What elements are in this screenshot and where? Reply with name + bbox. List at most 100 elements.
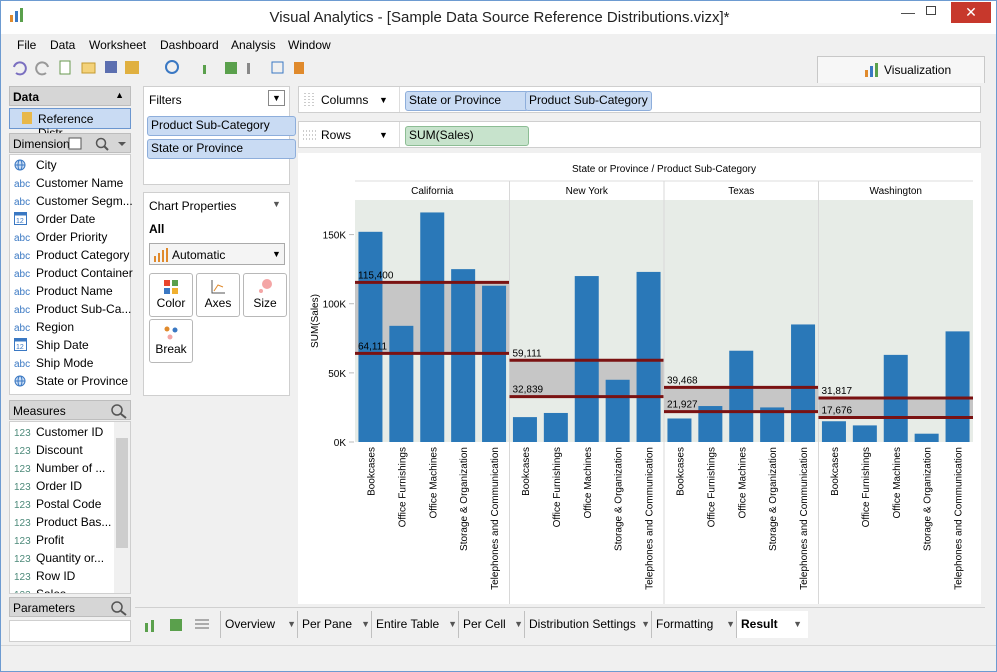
shelf-pill[interactable]: Product Sub-Category xyxy=(525,91,652,111)
property-button[interactable]: Color xyxy=(149,273,193,317)
redo-icon[interactable] xyxy=(35,61,49,76)
refresh-icon[interactable] xyxy=(165,60,179,74)
bar xyxy=(389,325,414,442)
close-button[interactable]: ✕ xyxy=(951,2,991,23)
sheet-tab[interactable]: Formatting ▼ xyxy=(651,611,741,638)
field-item[interactable]: 123 Order ID xyxy=(14,477,82,495)
visualization-tab[interactable]: Visualization xyxy=(817,56,985,83)
field-item[interactable]: abc Product Category xyxy=(14,246,129,264)
menu-item[interactable]: File xyxy=(17,38,37,52)
marks-card[interactable]: All xyxy=(149,222,165,236)
field-item[interactable]: 123 Discount xyxy=(14,441,83,459)
add-sheet-icon[interactable] xyxy=(203,65,206,74)
undo-icon[interactable] xyxy=(13,61,27,76)
field-item[interactable]: abc Product Sub-Ca... xyxy=(14,300,131,318)
duplicate-icon[interactable] xyxy=(225,62,237,74)
field-item[interactable]: abc Customer Name xyxy=(14,174,123,192)
field-name: Number of ... xyxy=(36,461,106,475)
search-icon[interactable] xyxy=(110,403,128,419)
menu-item[interactable]: Data xyxy=(50,38,76,52)
tab-label: Visualization xyxy=(884,63,952,77)
data-icon[interactable] xyxy=(125,61,139,74)
field-item[interactable]: 123 Customer ID xyxy=(14,423,103,441)
field-item[interactable]: 12 Ship Date xyxy=(14,336,89,354)
mark-type-dropdown[interactable]: Automatic ▼ xyxy=(149,243,285,265)
field-name: Product Bas... xyxy=(36,515,112,529)
x-tick-label: Storage & Organization xyxy=(923,447,934,551)
field-item[interactable]: abc Region xyxy=(14,318,74,336)
present-icon[interactable] xyxy=(294,62,304,74)
new-icon[interactable] xyxy=(59,60,71,75)
shelf-pill[interactable]: State or Province xyxy=(405,91,529,111)
chart: State or Province / Product Sub-Category… xyxy=(298,153,981,604)
title-bar: Visual Analytics - [Sample Data Source R… xyxy=(1,1,996,34)
open-icon[interactable] xyxy=(81,62,96,74)
field-item[interactable]: abc Order Priority xyxy=(14,228,107,246)
sheet-tab[interactable]: Entire Table ▼ xyxy=(371,611,463,638)
chart-title: State or Province / Product Sub-Category xyxy=(572,164,756,175)
sheet-tab[interactable]: Per Pane ▼ xyxy=(297,611,376,638)
filter-pill[interactable]: State or Province xyxy=(147,139,296,159)
minimize-button[interactable]: — xyxy=(901,4,915,20)
visualization-icon xyxy=(865,63,878,77)
menu-item[interactable]: Window xyxy=(288,38,331,52)
select-icon[interactable] xyxy=(271,61,284,74)
chart-icon[interactable] xyxy=(247,63,250,74)
data-source[interactable]: Reference Distr... xyxy=(9,108,131,140)
field-item[interactable]: 123 Row ID xyxy=(14,567,75,585)
field-name: Row ID xyxy=(36,569,76,583)
columns-shelf: Columns ▼ State or Province Product Sub-C… xyxy=(298,86,981,113)
field-item[interactable]: abc Ship Mode xyxy=(14,354,93,372)
sheet-tab[interactable]: Distribution Settings ▼ xyxy=(524,611,656,638)
panel-menu[interactable]: ▼ xyxy=(272,199,281,209)
field-item[interactable]: 123 Profit xyxy=(14,531,64,549)
field-item[interactable]: 123 Quantity or... xyxy=(14,549,104,567)
shelf-menu[interactable]: ▼ xyxy=(379,95,388,105)
field-type-icon: 123 xyxy=(14,482,31,493)
panel-menu[interactable]: ▲ xyxy=(115,90,124,100)
field-item[interactable]: City xyxy=(14,156,57,174)
tab-tools xyxy=(145,619,209,632)
save-icon[interactable] xyxy=(105,61,117,73)
property-button[interactable]: Size xyxy=(243,273,287,317)
bar xyxy=(358,231,383,442)
property-button[interactable]: Axes xyxy=(196,273,240,317)
bar xyxy=(821,421,846,442)
scroll-thumb[interactable] xyxy=(116,438,128,548)
field-item[interactable]: 12 Order Date xyxy=(14,210,95,228)
field-item[interactable]: abc Product Name xyxy=(14,282,113,300)
app-icon xyxy=(10,8,23,22)
pane-header: New York xyxy=(566,186,609,197)
field-item[interactable]: abc Product Container xyxy=(14,264,133,282)
field-name: Customer Name xyxy=(36,176,124,190)
field-item[interactable]: 123 Product Bas... xyxy=(14,513,111,531)
x-tick-label: Bookcases xyxy=(675,447,686,496)
field-item[interactable]: 123 Postal Code xyxy=(14,495,101,513)
scrollbar[interactable] xyxy=(114,422,130,593)
sheet-tab[interactable]: Per Cell ▼ xyxy=(458,611,529,638)
parameters-title: Parameters xyxy=(13,601,76,615)
sheet-tab[interactable]: Result ▼ xyxy=(736,611,808,638)
filters-menu[interactable]: ▼ xyxy=(268,90,285,106)
property-button[interactable]: Break xyxy=(149,319,193,363)
dimensions-list: City abc Customer Name abc Customer Segm... 1… xyxy=(9,154,133,395)
field-name: Discount xyxy=(36,443,83,457)
menu-item[interactable]: Analysis xyxy=(231,38,276,52)
x-tick-label: Office Machines xyxy=(737,447,748,519)
menu-item[interactable]: Worksheet xyxy=(89,38,147,52)
field-type-icon: 123 xyxy=(14,518,31,529)
maximize-button[interactable] xyxy=(926,6,936,15)
reference-label: 59,111 xyxy=(513,348,543,359)
sheet-tab[interactable]: Overview ▼ xyxy=(220,611,302,638)
button-label: Color xyxy=(156,296,186,310)
shelf-menu[interactable]: ▼ xyxy=(379,130,388,140)
tab-menu: ▼ xyxy=(361,619,370,629)
menu-item[interactable]: Dashboard xyxy=(160,38,219,52)
field-item[interactable]: 123Sales xyxy=(14,585,66,593)
field-item[interactable]: 123 Number of ... xyxy=(14,459,105,477)
search-icon[interactable] xyxy=(110,600,128,616)
filter-pill[interactable]: Product Sub-Category xyxy=(147,116,296,136)
field-item[interactable]: State or Province xyxy=(14,372,128,390)
shelf-pill[interactable]: SUM(Sales) xyxy=(405,126,529,146)
field-item[interactable]: abc Customer Segm... xyxy=(14,192,133,210)
